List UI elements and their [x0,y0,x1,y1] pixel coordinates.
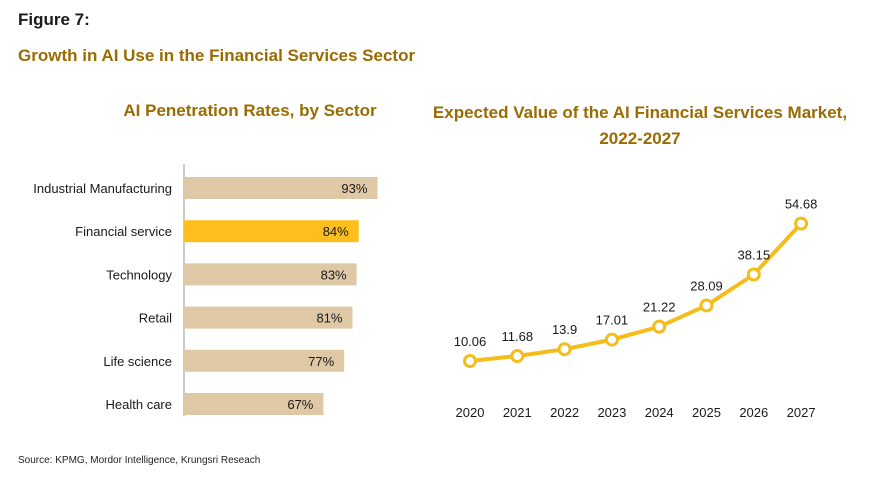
x-tick-label: 2025 [692,405,721,420]
line-value-label: 28.09 [690,278,723,293]
x-tick-label: 2020 [456,405,485,420]
bar-category-label: Technology [106,267,172,282]
line-value-label: 17.01 [596,313,629,328]
bar-value-label: 84% [323,224,349,239]
source-note: Source: KPMG, Mordor Intelligence, Krung… [18,455,261,466]
bar-category-label: Retail [139,311,172,326]
line-value-label: 21.22 [643,300,676,315]
x-tick-label: 2023 [597,405,626,420]
line-chart-title: Expected Value of the AI Financial Servi… [432,103,848,148]
bar-category-label: Industrial Manufacturing [33,181,172,196]
figure-label: Figure 7: [18,10,90,29]
line-series [469,222,803,364]
line-point [699,298,714,313]
line-value-label: 13.9 [552,322,577,337]
line-value-label: 38.15 [738,247,771,262]
bar-category-label: Financial service [75,224,172,239]
line-chart: 10.06 2020 11.68 2021 13.9 2022 17.01 2023 21.22… [454,197,818,420]
bar-category-label: Life science [103,354,172,369]
line-value-label: 11.68 [502,329,534,344]
bar-chart-title: AI Penetration Rates, by Sector [123,101,377,120]
bar-chart: Industrial Manufacturing 93% Financial ser… [33,164,378,416]
bar-category-label: Health care [106,397,172,412]
bar-value-label: 83% [321,267,347,282]
bar-retail [184,306,353,329]
bar-health-care [184,393,324,415]
line-point [463,354,477,369]
x-tick-label: 2026 [739,405,768,420]
bar-value-label: 93% [341,181,367,196]
bar-value-label: 81% [316,311,342,326]
line-point [652,319,667,334]
line-value-label: 10.06 [454,334,487,349]
bar-technology [184,263,357,286]
x-tick-label: 2022 [550,405,579,420]
line-point [746,267,761,282]
line-point [794,216,809,231]
figure-title: Growth in AI Use in the Financial Servic… [18,46,416,65]
x-tick-label: 2024 [645,405,674,420]
bar-value-label: 77% [308,354,334,369]
bar-life-science [184,349,345,372]
bar-value-label: 67% [287,397,313,412]
line-point [604,332,619,347]
bar-industrial-manufacturing [184,177,378,199]
line-point [557,342,572,357]
line-point [510,349,525,364]
line-value-label: 54.68 [785,197,818,212]
x-tick-label: 2027 [787,405,816,420]
bar-financial-service [184,220,359,243]
x-tick-label: 2021 [503,405,532,420]
